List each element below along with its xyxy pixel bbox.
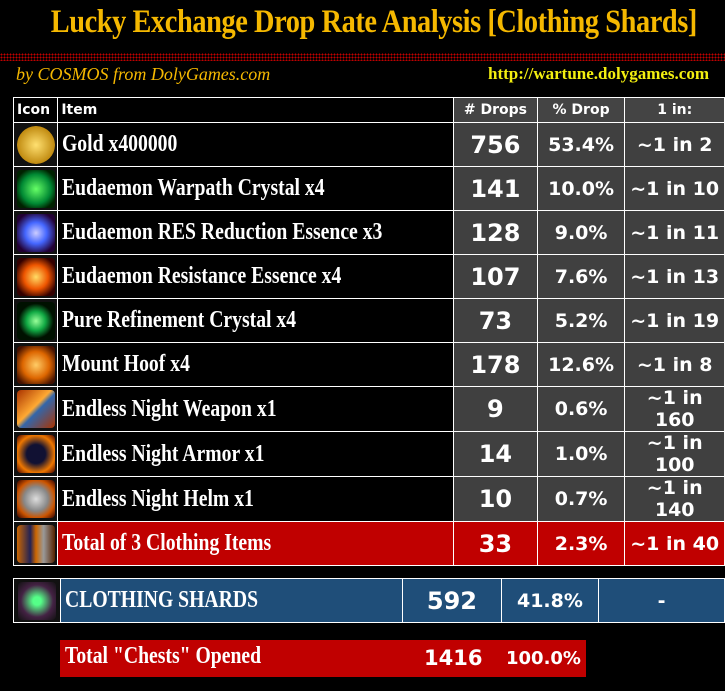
drops: 10 [453,476,538,522]
drops: 178 [453,342,538,387]
item-name: Endless Night Weapon x1 [62,395,277,422]
pct: 0.7% [536,476,626,522]
helm-icon [16,480,55,518]
pct: 53.4% [536,122,626,167]
table-row: Mount Hoof x4 178 12.6% ~1 in 8 [12,342,725,387]
col-icon: Icon [12,97,59,123]
drop-table: Icon Item # Drops % Drop 1 in: Gold x400… [12,97,725,566]
col-item: Item [57,97,455,123]
blue-essence-icon [16,213,55,252]
pct: 9.0% [536,210,626,255]
weapon-icon [16,390,55,428]
odds: ~1 in 10 [624,166,725,211]
total-pct: 100.0% [506,648,581,669]
item-name: Gold x400000 [62,131,178,157]
item-name: Eudaemon Resistance Essence x4 [62,263,342,289]
table-row-shards: CLOTHING SHARDS 592 41.8% - [13,578,725,623]
page-title: Lucky Exchange Drop Rate Analysis [Cloth… [50,4,698,40]
table-row: Gold x400000 756 53.4% ~1 in 2 [12,122,725,167]
table-row: Eudaemon RES Reduction Essence x3 128 9.0%… [12,210,725,255]
table-row: Eudaemon Warpath Crystal x4 141 10.0% ~1 in… [12,166,725,211]
total-chests-bar: Total "Chests" Opened 1416 100.0% [60,640,586,677]
col-drops: # Drops [453,97,538,123]
byline: by COSMOS from DolyGames.com [16,64,271,84]
drops: 33 [453,521,538,566]
odds: ~1 in 2 [624,122,725,167]
site-url: http://wartune.dolygames.com [488,64,709,83]
drops: 592 [402,578,502,623]
horseshoe-icon [16,345,55,384]
armor-icon [16,435,55,473]
odds: ~1 in 8 [624,342,725,387]
drops: 9 [453,386,538,432]
drops: 73 [453,298,538,343]
pct: 12.6% [536,342,626,387]
item-name: Total of 3 Clothing Items [62,530,272,556]
shards-table: CLOTHING SHARDS 592 41.8% - [13,578,725,623]
orange-essence-icon [16,257,55,296]
clothing-set-icon [16,524,55,563]
odds: - [598,578,725,623]
table-header: Icon Item # Drops % Drop 1 in: [12,97,725,123]
pct: 1.0% [536,431,626,477]
drops: 756 [453,122,538,167]
odds: ~1 in 13 [624,254,725,299]
table-row: Endless Night Weapon x1 9 0.6% ~1 in 160 [12,386,725,432]
dotted-divider [0,53,725,61]
shards-icon [17,581,56,620]
pct: 41.8% [500,578,600,623]
col-odds: 1 in: [624,97,725,123]
odds: ~1 in 19 [624,298,725,343]
gold-coin-icon [16,125,55,164]
col-pct: % Drop [536,97,626,123]
table-row: Eudaemon Resistance Essence x4 107 7.6% ~1 … [12,254,725,299]
table-row: Endless Night Helm x1 10 0.7% ~1 in 140 [12,476,725,522]
pct: 7.6% [536,254,626,299]
odds: ~1 in 100 [624,431,725,477]
odds: ~1 in 11 [624,210,725,255]
item-name: Endless Night Helm x1 [62,485,255,512]
green-crystal-icon [16,169,55,208]
refinement-crystal-icon [16,301,55,340]
pct: 10.0% [536,166,626,211]
item-name: Mount Hoof x4 [62,351,191,377]
drops: 128 [453,210,538,255]
drops: 107 [453,254,538,299]
table-row: Endless Night Armor x1 14 1.0% ~1 in 100 [12,431,725,477]
item-name: Eudaemon Warpath Crystal x4 [62,175,325,201]
odds: ~1 in 140 [624,476,725,522]
item-name: CLOTHING SHARDS [64,587,258,613]
table-row-total-clothing: Total of 3 Clothing Items 33 2.3% ~1 in 40 [12,521,725,566]
pct: 2.3% [536,521,626,566]
pct: 5.2% [536,298,626,343]
drops: 141 [453,166,538,211]
item-name: Eudaemon RES Reduction Essence x3 [62,219,383,245]
item-name: Endless Night Armor x1 [62,440,265,467]
total-label: Total "Chests" Opened [65,643,262,669]
total-count: 1416 [424,646,483,670]
odds: ~1 in 40 [624,521,725,566]
item-name: Pure Refinement Crystal x4 [62,307,297,333]
drops: 14 [453,431,538,477]
odds: ~1 in 160 [624,386,725,432]
table-row: Pure Refinement Crystal x4 73 5.2% ~1 in 19 [12,298,725,343]
pct: 0.6% [536,386,626,432]
